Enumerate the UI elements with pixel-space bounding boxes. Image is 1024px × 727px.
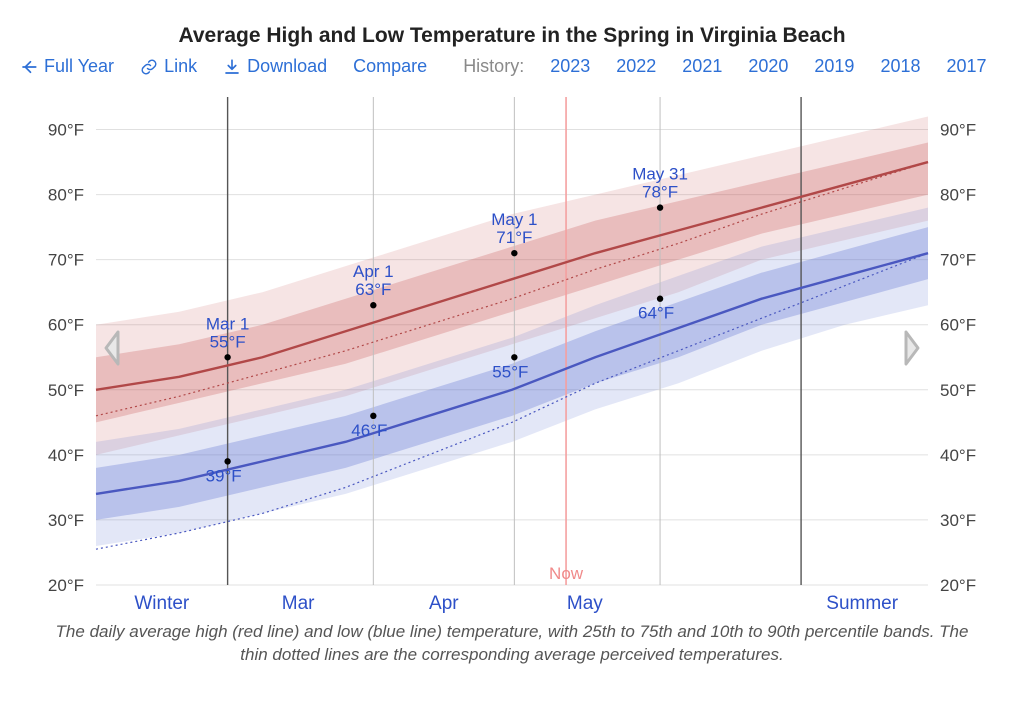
download-link[interactable]: Download <box>223 56 327 77</box>
chart-caption: The daily average high (red line) and lo… <box>0 613 1024 667</box>
svg-text:May 31: May 31 <box>632 165 688 184</box>
svg-text:78°F: 78°F <box>642 183 678 202</box>
svg-text:55°F: 55°F <box>492 362 528 381</box>
svg-text:May 1: May 1 <box>491 210 537 229</box>
svg-text:70°F: 70°F <box>48 251 84 270</box>
permalink-label: Link <box>164 56 197 77</box>
svg-text:20°F: 20°F <box>940 576 976 595</box>
svg-text:Apr: Apr <box>429 593 459 613</box>
history-year[interactable]: 2021 <box>682 56 722 77</box>
download-label: Download <box>247 56 327 77</box>
svg-text:Apr 1: Apr 1 <box>353 262 394 281</box>
next-season-button[interactable] <box>896 321 928 375</box>
full-year-label: Full Year <box>44 56 114 77</box>
history-label: History: <box>463 56 524 77</box>
history-year[interactable]: 2018 <box>880 56 920 77</box>
chart-title: Average High and Low Temperature in the … <box>0 24 1024 48</box>
svg-text:80°F: 80°F <box>940 186 976 205</box>
svg-text:30°F: 30°F <box>940 511 976 530</box>
temperature-chart: 20°F 20°F 30°F 30°F 40°F 40°F 50°F 50°F 60°F 60°F… <box>0 83 1024 613</box>
prev-season-button[interactable] <box>96 321 128 375</box>
svg-text:60°F: 60°F <box>48 316 84 335</box>
history-year[interactable]: 2023 <box>550 56 590 77</box>
svg-text:40°F: 40°F <box>48 446 84 465</box>
history-year[interactable]: 2017 <box>946 56 986 77</box>
svg-text:70°F: 70°F <box>940 251 976 270</box>
svg-text:63°F: 63°F <box>355 280 391 299</box>
svg-text:60°F: 60°F <box>940 316 976 335</box>
svg-text:Now: Now <box>549 564 584 583</box>
chart-toolbar: Full Year Link Download Compare History:… <box>0 56 1024 83</box>
svg-text:90°F: 90°F <box>48 121 84 140</box>
svg-text:40°F: 40°F <box>940 446 976 465</box>
permalink-link[interactable]: Link <box>140 56 197 77</box>
compare-label: Compare <box>353 56 427 77</box>
svg-text:30°F: 30°F <box>48 511 84 530</box>
svg-text:50°F: 50°F <box>48 381 84 400</box>
svg-text:Mar: Mar <box>282 593 315 613</box>
svg-text:55°F: 55°F <box>210 332 246 351</box>
link-icon <box>140 58 158 76</box>
arrow-left-icon <box>20 58 38 76</box>
svg-text:Summer: Summer <box>826 593 898 613</box>
svg-text:20°F: 20°F <box>48 576 84 595</box>
chart-area: 20°F 20°F 30°F 30°F 40°F 40°F 50°F 50°F 60°F 60°F… <box>0 83 1024 613</box>
svg-text:90°F: 90°F <box>940 121 976 140</box>
svg-text:May: May <box>567 593 603 613</box>
svg-text:80°F: 80°F <box>48 186 84 205</box>
svg-text:50°F: 50°F <box>940 381 976 400</box>
history-year[interactable]: 2019 <box>814 56 854 77</box>
svg-text:71°F: 71°F <box>496 228 532 247</box>
svg-text:64°F: 64°F <box>638 304 674 323</box>
history-year[interactable]: 2020 <box>748 56 788 77</box>
download-icon <box>223 58 241 76</box>
history-year[interactable]: 2022 <box>616 56 656 77</box>
svg-text:39°F: 39°F <box>206 466 242 485</box>
svg-text:Mar 1: Mar 1 <box>206 314 249 333</box>
compare-link[interactable]: Compare <box>353 56 427 77</box>
svg-text:46°F: 46°F <box>351 421 387 440</box>
svg-text:Winter: Winter <box>134 593 190 613</box>
full-year-link[interactable]: Full Year <box>20 56 114 77</box>
